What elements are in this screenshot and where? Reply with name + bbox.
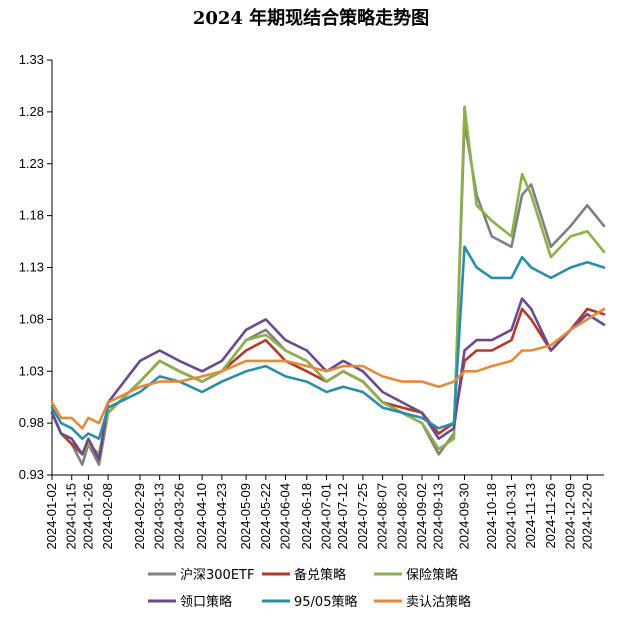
x-tick-label: 2024-07-12 xyxy=(335,483,350,550)
y-tick-label: 1.03 xyxy=(19,363,44,378)
y-tick-label: 1.23 xyxy=(19,156,44,171)
x-tick-label: 2024-03-13 xyxy=(152,483,167,550)
y-axis: 0.93 0.98 1.03 1.08 1.13 1.18 1.23 1.28 1.33 xyxy=(19,52,53,482)
legend-label: 95/05策略 xyxy=(294,594,357,610)
x-tick-label: 2024-05-09 xyxy=(238,483,253,550)
legend-label: 卖认沽策略 xyxy=(406,594,471,610)
series-line-5 xyxy=(50,245,606,441)
x-tick-label: 2024-11-13 xyxy=(523,483,538,549)
x-tick-label: 2024-10-31 xyxy=(503,483,518,550)
x-tick-label: 2024-09-30 xyxy=(456,483,471,550)
x-tick-label: 2024-02-08 xyxy=(100,483,115,550)
series-line-4 xyxy=(50,297,606,461)
legend-label: 沪深300ETF xyxy=(180,567,254,583)
x-tick-label: 2024-06-04 xyxy=(278,483,293,550)
legend-label: 领口策略 xyxy=(180,594,232,610)
y-tick-label: 0.93 xyxy=(19,467,44,482)
y-tick-label: 1.08 xyxy=(19,311,44,326)
x-tick-label: 2024-07-25 xyxy=(355,483,370,550)
x-tick-label: 2024-01-02 xyxy=(44,483,59,550)
x-axis: 2024-01-02 2024-01-15 2024-01-26 2024-02-08… xyxy=(44,474,604,550)
x-tick-label: 2024-01-26 xyxy=(80,483,95,550)
y-tick-label: 0.98 xyxy=(19,415,44,430)
x-tick-label: 2024-11-26 xyxy=(543,483,558,549)
y-tick-label: 1.28 xyxy=(19,104,44,119)
x-tick-label: 2024-01-15 xyxy=(64,483,79,550)
x-tick-label: 2024-12-20 xyxy=(579,483,594,550)
x-tick-label: 2024-07-01 xyxy=(318,483,333,550)
y-tick-label: 1.33 xyxy=(19,52,44,67)
x-tick-label: 2024-09-02 xyxy=(414,483,429,550)
x-tick-label: 2024-05-22 xyxy=(258,483,273,550)
legend-label: 保险策略 xyxy=(406,567,458,583)
legend-label: 备兑策略 xyxy=(294,567,346,583)
x-tick-label: 2024-03-26 xyxy=(171,483,186,550)
y-tick-label: 1.13 xyxy=(19,260,44,275)
x-tick-label: 2024-04-23 xyxy=(214,483,229,550)
y-tick-label: 1.18 xyxy=(19,208,44,223)
x-tick-label: 2024-10-18 xyxy=(484,483,499,550)
x-tick-label: 2024-08-07 xyxy=(375,483,390,550)
x-tick-label: 2024-12-09 xyxy=(563,483,578,550)
x-tick-label: 2024-09-13 xyxy=(431,483,446,550)
series-line-3 xyxy=(50,105,606,456)
x-tick-label: 2024-06-18 xyxy=(299,483,314,550)
series-line-6 xyxy=(50,307,606,430)
x-tick-label: 2024-04-10 xyxy=(194,483,209,550)
series-layer xyxy=(50,105,606,466)
chart-title: 2024 年期现结合策略走势图 xyxy=(193,7,429,29)
x-tick-label: 2024-08-20 xyxy=(394,483,409,550)
x-tick-label: 2024-02-29 xyxy=(132,483,147,550)
